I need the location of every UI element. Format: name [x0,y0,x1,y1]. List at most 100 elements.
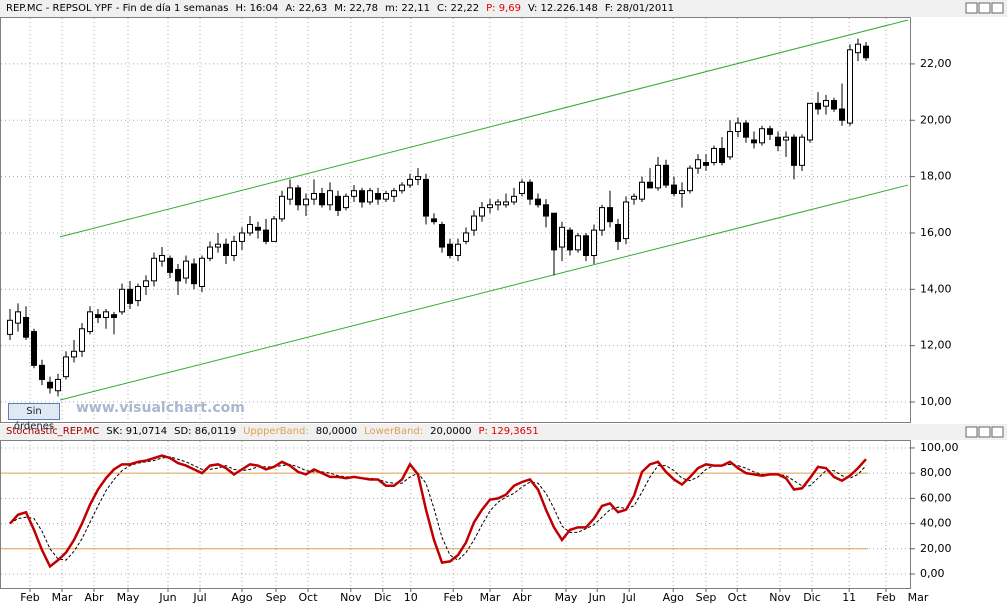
candle-body [247,224,253,234]
x-tick-label: Mar [480,591,501,604]
candle-body [711,147,717,164]
candle-body [111,314,117,318]
candle-body [335,195,341,211]
candle-body [855,43,861,54]
candle-body [575,235,581,251]
candle-body [15,311,21,324]
header-item: UppperBand: [243,426,309,437]
x-tick-label: May [555,591,578,604]
header-item: F: 28/01/2011 [604,3,674,14]
candle-body [455,243,461,256]
candle-body [519,181,525,195]
header-item: Stochastic_REP.MC [6,426,99,437]
y-tick-label: 18,00 [920,170,952,183]
candle-body [823,100,829,107]
candle-body [775,136,781,147]
trend-line [59,184,909,401]
candle-body [687,167,693,192]
candle-body [167,257,173,273]
candle-body [383,193,389,200]
header-item: 20,0000 [430,426,472,437]
x-tick-label: Feb [443,591,462,604]
x-tick-label: Feb [20,591,39,604]
candle-body [287,187,293,200]
candle-body [647,181,653,189]
y-tick-label: 40,00 [920,517,952,530]
x-tick-label: 11 [842,591,856,604]
candle-body [255,226,261,231]
x-tick-label: Abr [84,591,104,604]
candle-body [479,207,485,217]
candle-body [695,159,701,169]
x-tick-label: Dic [374,591,392,604]
close[interactable] [991,2,1004,14]
stoch-line [9,456,867,561]
candle-body [239,232,245,242]
candle-body [559,226,565,248]
stoch-header: Stochastic_REP.MC SK: 91,0714 SD: 86,0119 U… [6,424,546,440]
candle-body [639,181,645,200]
candle-body [751,139,757,144]
candle-body [663,164,669,186]
stoch-header-bar [0,424,1007,440]
candle-body [175,269,181,282]
candle-body [847,49,853,124]
candle-body [583,235,589,256]
price-header: REP.MC - REPSOL YPF - Fin de día 1 seman… [6,1,681,17]
window-icons[interactable] [965,2,1004,438]
price-panel [0,17,911,423]
candle-body [727,131,733,158]
header-bar [0,0,1007,17]
candle-body [31,331,37,366]
x-tick-label: Dic [803,591,821,604]
watermark: www.visualchart.com [76,400,245,416]
candle-body [735,122,741,133]
x-tick-label: Ago [231,591,253,604]
minimize[interactable] [965,426,978,438]
candle-body [615,224,621,242]
x-tick-label: Mar [908,591,929,604]
header-item: 80,0000 [315,426,358,437]
header-item: C: 22,22 [436,3,480,14]
y-tick-label: 20,00 [920,542,952,555]
y-tick-label: 60,00 [920,491,952,504]
candle-body [791,136,797,166]
candle-body [191,263,197,285]
stoch-line [9,454,867,569]
x-tick-label: Jul [622,591,636,604]
candle-body [655,164,661,189]
candle-body [215,243,221,248]
x-tick-label: Feb [876,591,895,604]
y-tick-label: 20,00 [920,113,952,126]
candle-body [759,128,765,144]
orders-button[interactable]: Sin órdenes [8,403,60,432]
y-tick-label: 16,00 [920,226,952,239]
candle-body [39,364,45,380]
y-tick-label: 80,00 [920,466,952,479]
minimize[interactable] [965,2,978,14]
x-tick-label: Abr [512,591,532,604]
x-tick-label: Oct [728,591,748,604]
y-tick-label: 22,00 [920,57,952,70]
candle-body [71,350,77,358]
maximize[interactable] [978,426,991,438]
maximize[interactable] [978,2,991,14]
header-item: V: 12.226.148 [527,3,598,14]
candle-body [151,257,157,282]
candle-body [815,102,821,110]
header-item: P: 9,69 [486,3,521,14]
candle-body [375,193,381,200]
candle-body [543,204,549,217]
candle-body [783,136,789,141]
header-item: LowerBand: [364,426,424,437]
candle-body [223,243,229,256]
candle-body [63,356,69,378]
x-tick-label: May [117,591,140,604]
close[interactable] [991,426,1004,438]
header-item: M: 22,78 [334,3,379,14]
candle-body [703,162,709,166]
candle-body [95,314,101,318]
candle-body [415,176,421,180]
